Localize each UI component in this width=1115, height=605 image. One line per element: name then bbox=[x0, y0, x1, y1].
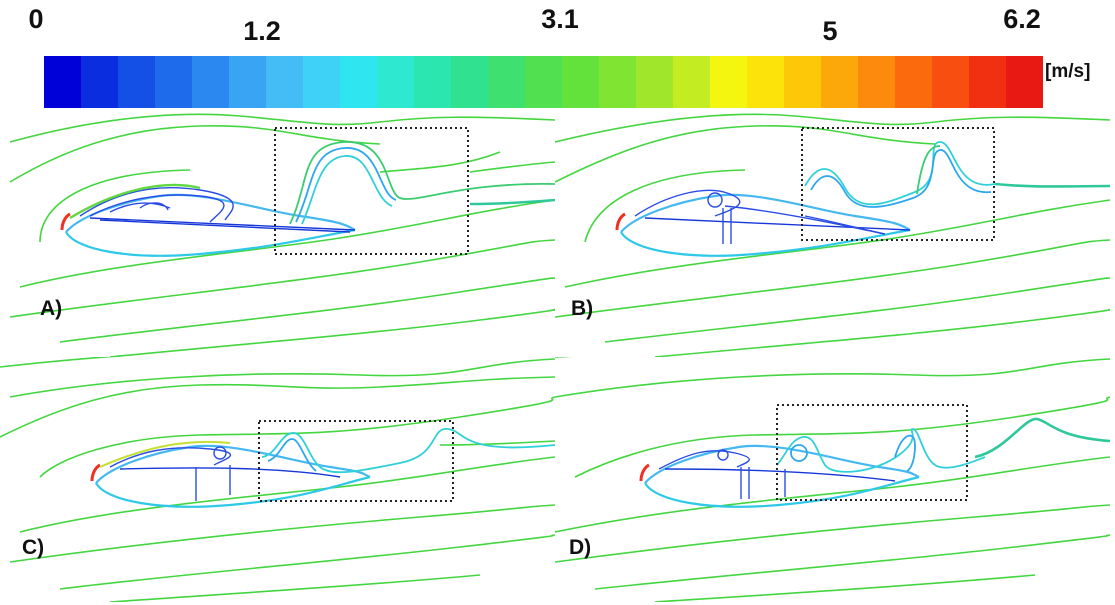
colorbar-segment bbox=[414, 56, 451, 108]
streamline-plot-c bbox=[0, 357, 555, 602]
panel-label-b: B) bbox=[571, 297, 594, 320]
colorbar-segment bbox=[599, 56, 636, 108]
focus-region-box bbox=[274, 127, 469, 255]
colorbar-segment bbox=[229, 56, 266, 108]
colorbar-segment bbox=[969, 56, 1006, 108]
separation-vortex bbox=[658, 449, 896, 499]
panel-c: C) bbox=[0, 357, 555, 602]
shed-vortex bbox=[804, 141, 996, 208]
streamline-plot-b bbox=[555, 113, 1110, 357]
streamline-plot-a bbox=[9, 113, 555, 357]
colorbar-segment bbox=[81, 56, 118, 108]
focus-region-box bbox=[776, 404, 968, 501]
colorbar-segment bbox=[636, 56, 673, 108]
suction-side-shear-layer bbox=[99, 440, 231, 468]
shed-vortex bbox=[289, 141, 555, 225]
colorbar-segment bbox=[1006, 56, 1043, 108]
colorbar-segment bbox=[340, 56, 377, 108]
velocity-colorbar bbox=[44, 56, 1043, 108]
focus-region-box bbox=[258, 420, 454, 502]
separation-vortex bbox=[634, 189, 911, 244]
suction-side-shear-layer bbox=[69, 183, 201, 220]
colorbar-segment bbox=[303, 56, 340, 108]
panel-label-a: A) bbox=[40, 297, 63, 320]
colorbar-segment bbox=[784, 56, 821, 108]
streamlines-background bbox=[555, 357, 1110, 602]
separation-vortex bbox=[79, 187, 356, 233]
colorbar-segment bbox=[525, 56, 562, 108]
colorbar-segment bbox=[44, 56, 81, 108]
panel-b: B) bbox=[555, 112, 1110, 357]
shed-vortex bbox=[776, 428, 986, 473]
colorbar-segment bbox=[192, 56, 229, 108]
colorbar-segment bbox=[673, 56, 710, 108]
panel-a: A) bbox=[0, 112, 555, 357]
streamline-plot-d bbox=[555, 357, 1110, 602]
colorbar-tick-1: 1.2 bbox=[243, 16, 281, 46]
colorbar-segment bbox=[488, 56, 525, 108]
streamlines-background bbox=[0, 357, 555, 602]
colorbar-tick-3: 5 bbox=[822, 16, 838, 46]
shed-vortex bbox=[261, 428, 555, 474]
colorbar-segment bbox=[747, 56, 784, 108]
colorbar-unit: [m/s] bbox=[1045, 61, 1091, 82]
colorbar-segment bbox=[821, 56, 858, 108]
panel-d: D) bbox=[555, 357, 1110, 602]
colorbar-segment bbox=[377, 56, 414, 108]
colorbar-segment bbox=[710, 56, 747, 108]
colorbar-tick-0: 0 bbox=[28, 4, 44, 34]
colorbar-segment bbox=[932, 56, 969, 108]
colorbar-tick-4: 6.2 bbox=[1003, 4, 1041, 34]
colorbar-segment bbox=[562, 56, 599, 108]
colorbar-segment bbox=[895, 56, 932, 108]
colorbar-segment bbox=[451, 56, 488, 108]
colorbar-segment bbox=[118, 56, 155, 108]
airfoil-outline bbox=[615, 193, 911, 257]
streamlines-background bbox=[555, 113, 1110, 357]
colorbar-tick-2: 3.1 bbox=[541, 4, 579, 34]
colorbar-segment bbox=[858, 56, 895, 108]
airfoil-outline bbox=[639, 444, 920, 508]
colorbar-segment bbox=[266, 56, 303, 108]
panel-label-c: C) bbox=[22, 536, 45, 559]
focus-region-box bbox=[801, 127, 995, 241]
panel-label-d: D) bbox=[569, 536, 592, 559]
separation-vortex bbox=[109, 446, 341, 501]
colorbar-segment bbox=[155, 56, 192, 108]
streamlines-background bbox=[9, 113, 555, 357]
